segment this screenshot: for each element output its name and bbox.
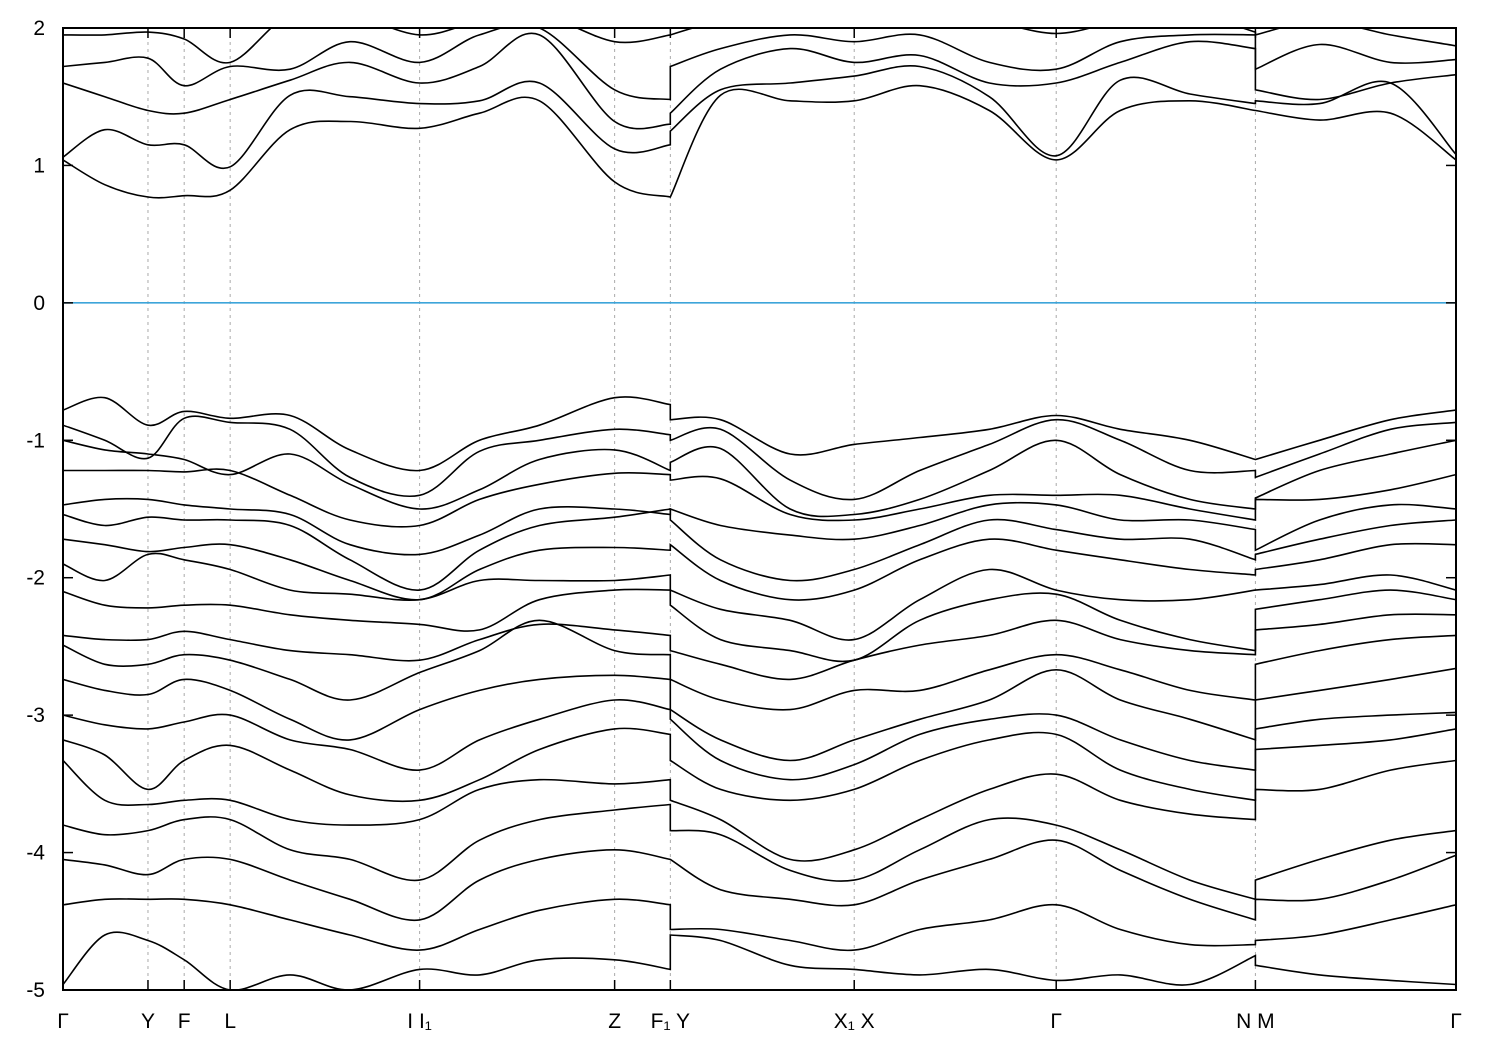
x-tick-label: Γ: [1050, 1010, 1062, 1033]
x-tick-label: F: [178, 1010, 191, 1033]
band-line-12: [63, 538, 1456, 601]
band-line-15: [63, 613, 1456, 681]
band-line-11: [63, 508, 1456, 591]
band-line-22: [63, 839, 1456, 922]
band-line-2: [63, 65, 1456, 170]
y-tick-label: 2: [33, 17, 45, 40]
gridlines: [147, 28, 1256, 990]
band-line-21: [63, 803, 1456, 901]
axis-ticks: [62, 27, 1457, 991]
band-line-13: [63, 552, 1456, 641]
plot-frame: [62, 27, 1457, 991]
band-line-24: [63, 931, 1456, 990]
y-tick-label: 0: [33, 292, 45, 315]
y-tick-label: -3: [26, 704, 45, 727]
band-line-20: [63, 759, 1456, 862]
band-line-23: [63, 898, 1456, 952]
band-line-10: [63, 497, 1456, 556]
y-tick-label: -1: [26, 429, 45, 452]
band-line-6: [63, 396, 1456, 472]
band-line-16: [63, 619, 1456, 711]
x-tick-label: Γ: [1450, 1010, 1462, 1033]
band-line-17: [63, 667, 1456, 762]
x-tick-label: F₁ Y: [651, 1010, 690, 1033]
x-tick-label: Γ: [57, 1010, 69, 1033]
band-line-19: [63, 727, 1456, 803]
band-line-18: [63, 699, 1456, 781]
y-tick-label: 1: [33, 154, 45, 177]
band-line-5: [63, 28, 1456, 64]
band-line-8: [63, 439, 1456, 518]
band-line-7: [63, 415, 1456, 501]
band-line-1: [63, 84, 1456, 199]
band-line-9: [63, 468, 1456, 528]
x-tick-label: I I₁: [407, 1010, 432, 1033]
x-tick-label: L: [224, 1010, 236, 1033]
x-tick-label: Y: [141, 1010, 155, 1033]
band-line-14: [63, 588, 1456, 663]
y-tick-label: -2: [26, 567, 45, 590]
x-tick-label: X₁ X: [834, 1010, 875, 1033]
y-tick-labels: 2 1 0 -1 -2 -3 -4 -5: [26, 17, 45, 1002]
y-tick-label: -4: [26, 842, 45, 865]
y-tick-label: -5: [26, 979, 45, 1002]
band-line-4: [63, 28, 1456, 101]
band-line-3: [63, 32, 1456, 130]
x-tick-label: N M: [1236, 1010, 1275, 1033]
bands: [63, 28, 1456, 990]
x-tick-label: Z: [608, 1010, 621, 1033]
